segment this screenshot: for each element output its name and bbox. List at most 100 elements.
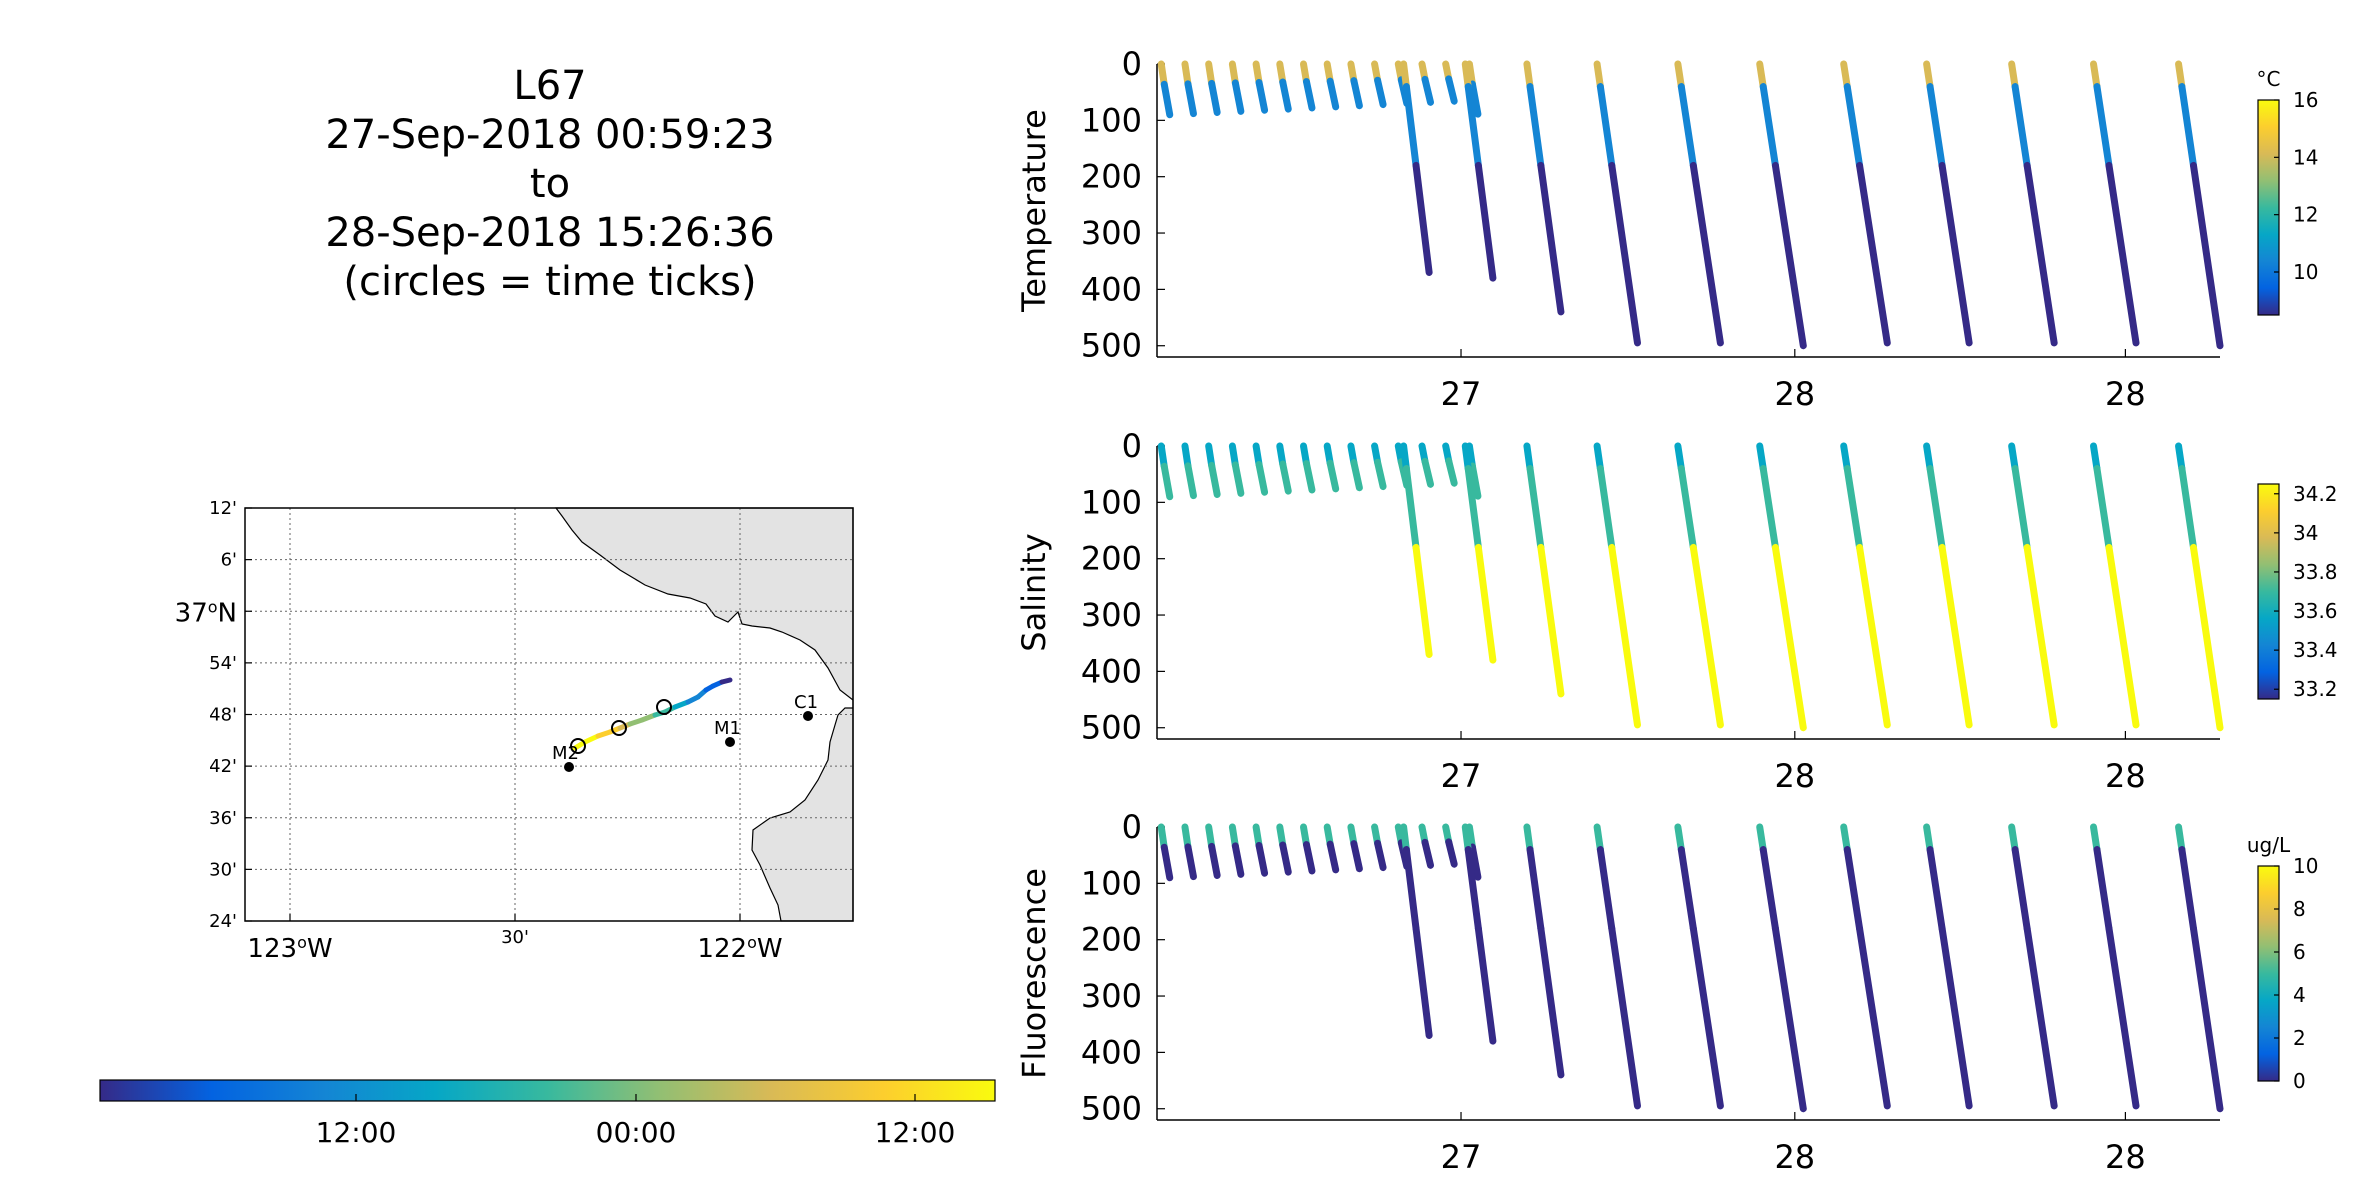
profile-cast xyxy=(1593,823,1604,854)
title-line-to: to xyxy=(529,161,571,207)
station-marker-c1 xyxy=(803,711,813,721)
profile-cast xyxy=(1326,77,1340,111)
y-tick-label: 200 xyxy=(1081,158,1142,196)
profile-cast xyxy=(1412,161,1433,276)
profile-cast xyxy=(2023,543,2058,729)
profile-cast xyxy=(2105,161,2140,347)
profile-cast xyxy=(1231,79,1245,115)
profile-cast xyxy=(1350,459,1363,492)
profile-cast xyxy=(2093,465,2113,551)
profile-cast xyxy=(1160,843,1174,882)
profile-cast xyxy=(1279,78,1292,113)
profile-cast xyxy=(1756,442,1767,473)
profile-cast xyxy=(1523,442,1534,473)
y-tick-label: 0 xyxy=(1122,427,1142,465)
y-tick-label: 0 xyxy=(1122,808,1142,846)
profile-cast xyxy=(2093,846,2113,932)
profile-cast xyxy=(1843,846,1864,932)
salinity-panel: 0 100 200 300 400 500 27 28 28 Salinity 34.2 34 33.8… xyxy=(1015,427,2338,795)
profile-cast xyxy=(1461,823,1472,854)
profile-cast xyxy=(1464,846,1482,932)
profile-cast xyxy=(1689,161,1724,347)
station-marker-m2 xyxy=(564,762,574,772)
colorbar-tick-label: 0 xyxy=(2293,1069,2306,1093)
profile-cast xyxy=(1596,846,1616,932)
colorbar-tick-label: 12 xyxy=(2293,203,2318,227)
map-lat-tick-label: 30' xyxy=(209,859,237,880)
y-tick-label: 300 xyxy=(1081,596,1142,634)
x-tick-label: 28 xyxy=(2105,757,2146,795)
profile-cast xyxy=(2189,543,2224,732)
profile-cast xyxy=(1856,924,1891,1110)
profile-cast xyxy=(1759,846,1779,932)
station-label-m1: M1 xyxy=(714,718,741,739)
title-line-glider: L67 xyxy=(513,63,587,109)
profile-cast xyxy=(1608,543,1641,729)
profile-cast xyxy=(2178,465,2197,551)
map-lon-tick-label: 122oW xyxy=(697,933,782,964)
profile-cast xyxy=(1302,460,1316,494)
map-stations: C1 M1 M2 xyxy=(552,692,818,772)
profile-cast xyxy=(1184,80,1197,118)
colorbar-tick-label: 10 xyxy=(2293,260,2318,284)
profile-cast xyxy=(2023,924,2058,1110)
profile-cast xyxy=(1464,83,1482,169)
profile-cast xyxy=(1160,462,1174,501)
y-tick-label: 300 xyxy=(1081,214,1142,252)
profile-cast xyxy=(1840,442,1851,473)
y-tick-label: 100 xyxy=(1081,864,1142,902)
profile-cast xyxy=(1184,843,1197,881)
map-lat-tick-label: 36' xyxy=(209,808,237,829)
profile-cast xyxy=(1840,60,1851,91)
profile-cast xyxy=(1474,161,1497,282)
track-segment xyxy=(719,677,733,685)
y-tick-label: 400 xyxy=(1081,652,1142,690)
profile-cast xyxy=(1461,442,1472,473)
y-axis-label: Fluorescence xyxy=(1015,868,1053,1079)
profile-cast xyxy=(1674,823,1685,854)
profile-cast xyxy=(1421,838,1435,869)
profile-cast xyxy=(1526,846,1545,932)
colorbar-unit: ug/L xyxy=(2247,833,2291,857)
time-colorbar-tick-label: 00:00 xyxy=(596,1116,677,1149)
colorbar-tick-label: 34 xyxy=(2293,521,2318,545)
map-lon-ticks: 123oW 30' 122oW xyxy=(247,914,783,964)
title-line-note: (circles = time ticks) xyxy=(343,259,757,305)
profile-cast xyxy=(2090,60,2101,91)
profile-cast xyxy=(1208,461,1221,498)
profile-cast xyxy=(2011,83,2031,169)
profile-cast xyxy=(1326,840,1340,874)
profile-cast xyxy=(1923,442,1934,473)
y-tick-label: 100 xyxy=(1081,483,1142,521)
profile-cast xyxy=(1464,465,1482,551)
profile-cast xyxy=(2008,823,2019,854)
profile-cast xyxy=(1926,846,1946,932)
time-colorbar-tick-label: 12:00 xyxy=(316,1116,397,1149)
profile-cast xyxy=(2090,442,2101,473)
profile-cast xyxy=(1412,543,1433,658)
profile-cast xyxy=(2023,161,2058,347)
profile-cast xyxy=(1350,840,1363,873)
profile-cast xyxy=(1474,924,1497,1045)
profile-cast xyxy=(1926,83,1946,169)
station-label-m2: M2 xyxy=(552,743,579,764)
colorbar-tick-label: 33.8 xyxy=(2293,560,2338,584)
y-axis-label: Salinity xyxy=(1015,533,1053,651)
map-lat-tick-label: 42' xyxy=(209,756,237,777)
profile-cast xyxy=(1350,77,1363,110)
profile-cast xyxy=(1923,823,1934,854)
map-lat-tick-label: 37oN xyxy=(175,597,237,628)
x-tick-label: 28 xyxy=(2105,1138,2146,1176)
profile-cast xyxy=(1160,80,1174,119)
time-colorbar: 12:00 00:00 12:00 xyxy=(99,1079,996,1149)
temperature-panel: 0 100 200 300 400 500 27 28 28 Temperature °C 16 14 1… xyxy=(1015,45,2318,413)
profile-cast xyxy=(1677,465,1697,551)
profile-cast xyxy=(1400,442,1410,473)
y-tick-label: 100 xyxy=(1081,101,1142,139)
x-tick-label: 28 xyxy=(1774,757,1815,795)
map-lat-tick-label: 48' xyxy=(209,705,237,726)
profile-cast xyxy=(1537,924,1565,1079)
title-line-end: 28-Sep-2018 15:26:36 xyxy=(325,210,775,256)
x-tick-label: 27 xyxy=(1441,375,1482,413)
